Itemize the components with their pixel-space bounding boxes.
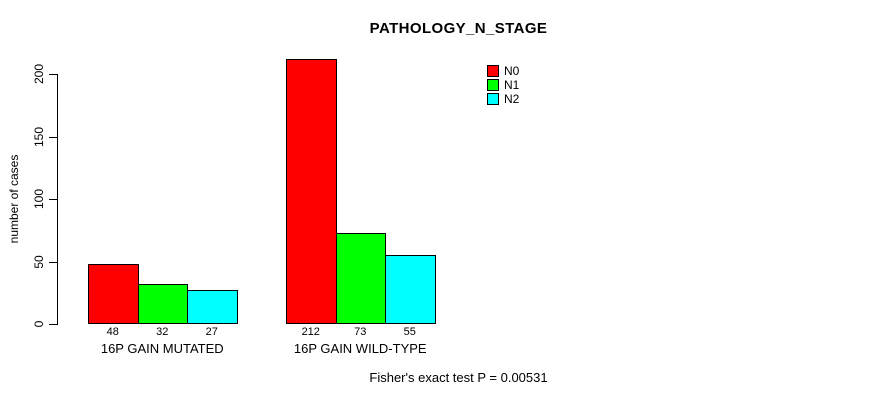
y-tick-label: 50	[32, 255, 46, 269]
legend-swatch-n1	[487, 79, 499, 91]
bar-value-label: 212	[301, 326, 320, 338]
bar-n0-2	[286, 59, 337, 324]
bar-value-label: 55	[403, 326, 416, 338]
y-tick-label: 100	[32, 188, 46, 210]
y-axis-tick	[49, 74, 57, 75]
legend-item-n1: N1	[487, 79, 519, 91]
y-tick-label: 150	[32, 126, 46, 148]
legend: N0 N1 N2	[487, 65, 519, 105]
bar-n2-2	[385, 255, 436, 324]
category-label: 16P GAIN WILD-TYPE	[293, 341, 427, 356]
legend-swatch-n0	[487, 65, 499, 77]
y-tick-label: 200	[32, 63, 46, 85]
bar-n1-1	[137, 284, 188, 324]
y-axis-tick	[49, 324, 57, 325]
legend-label: N0	[504, 64, 520, 78]
bar-value-label: 27	[205, 326, 218, 338]
legend-swatch-n2	[487, 93, 499, 105]
category-label: 16P GAIN MUTATED	[100, 341, 224, 356]
legend-item-n2: N2	[487, 93, 519, 105]
bar-n2-1	[187, 290, 238, 324]
stat-annotation: Fisher's exact test P = 0.00531	[369, 370, 548, 385]
y-axis-line	[57, 74, 58, 325]
legend-label: N1	[504, 78, 520, 92]
chart-title: PATHOLOGY_N_STAGE	[369, 20, 548, 37]
y-axis-tick	[49, 199, 57, 200]
bar-n1-2	[335, 233, 386, 324]
bar-value-label: 73	[354, 326, 367, 338]
bar-n0-1	[88, 264, 139, 324]
legend-item-n0: N0	[487, 65, 519, 77]
bar-value-label: 48	[106, 326, 119, 338]
y-tick-label: 0	[32, 320, 46, 328]
y-axis-tick	[49, 137, 57, 138]
y-axis-tick	[49, 262, 57, 263]
legend-label: N2	[504, 92, 520, 106]
bar-value-label: 32	[156, 326, 169, 338]
